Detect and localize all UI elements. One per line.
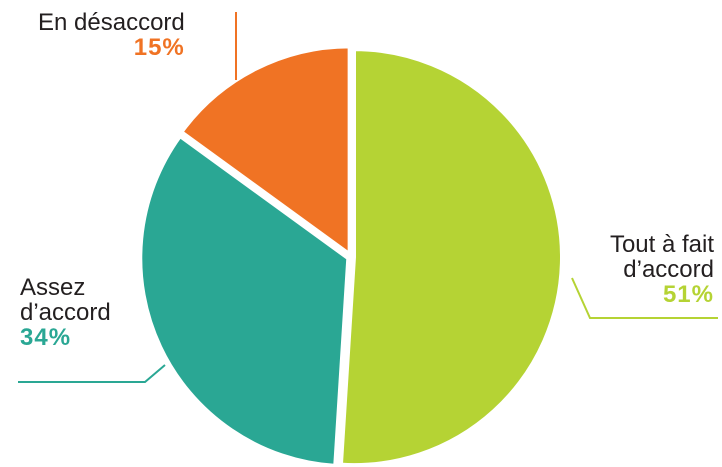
leader-line-1 [18, 364, 166, 383]
pie-slice-1 [138, 133, 351, 467]
label-en-desaccord: En désaccord 15% [38, 10, 185, 60]
leader-line-0 [571, 277, 718, 319]
slice-value: 15% [133, 34, 185, 61]
pie-slice-2 [178, 44, 352, 259]
label-tout-a-fait-daccord: Tout à fait d’accord 51% [610, 232, 714, 307]
slice-label-line1: En désaccord [38, 9, 185, 36]
slice-label-line1: Tout à fait [609, 231, 714, 258]
slice-value: 34% [20, 324, 72, 351]
pie-slice-0 [338, 47, 564, 467]
slice-label-line2: d’accord [20, 299, 111, 326]
label-assez-daccord: Assez d’accord 34% [20, 275, 111, 350]
slice-value: 51% [662, 281, 714, 308]
slice-label-line1: Assez [20, 274, 86, 301]
slice-label-line2: d’accord [623, 256, 714, 283]
